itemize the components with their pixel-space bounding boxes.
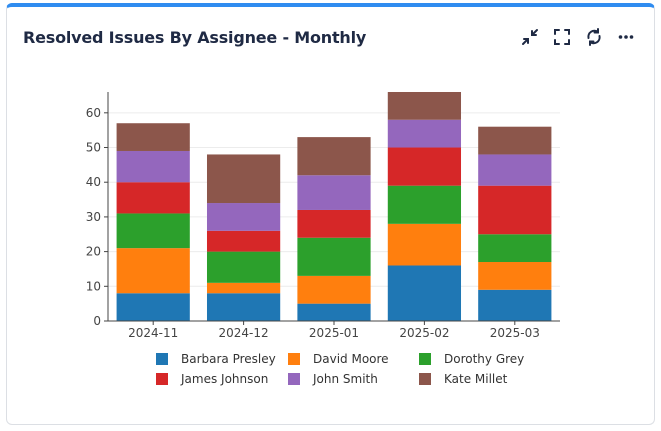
bar-segment-james-johnson-2025-02[interactable] xyxy=(387,147,462,186)
bar-segment-kate-millet-2025-01[interactable] xyxy=(297,137,371,176)
collapse-icon xyxy=(522,29,538,45)
bar-segment-dorothy-grey-2025-01[interactable] xyxy=(297,237,371,276)
x-tick-label: 2025-02 xyxy=(399,326,449,340)
y-tick-label: 60 xyxy=(86,106,101,120)
bar-segment-david-moore-2025-01[interactable] xyxy=(297,275,371,304)
widget-toolbar xyxy=(520,27,636,47)
bar-segment-david-moore-2025-02[interactable] xyxy=(387,223,462,266)
y-tick-label: 50 xyxy=(86,141,101,155)
refresh-icon xyxy=(587,28,601,46)
more-options-button[interactable] xyxy=(616,27,636,47)
bar-segment-james-johnson-2025-03[interactable] xyxy=(478,185,552,235)
x-axis: 2024-11 2024-12 2025-01 2025-02 2025-03 xyxy=(108,320,560,340)
legend-item-john-smith[interactable]: John Smith xyxy=(288,372,378,386)
bar-segment-john-smith-2025-03[interactable] xyxy=(478,154,552,186)
y-tick-label: 20 xyxy=(86,245,101,259)
legend-swatch xyxy=(156,353,168,365)
x-tick-label: 2024-11 xyxy=(128,326,178,340)
legend-swatch xyxy=(419,373,431,385)
bar-segment-james-johnson-2024-12[interactable] xyxy=(206,230,281,252)
fullscreen-button[interactable] xyxy=(552,27,572,47)
x-tick-label: 2025-01 xyxy=(309,326,359,340)
bar-segment-david-moore-2024-11[interactable] xyxy=(116,248,190,294)
bar-segment-kate-millet-2024-12[interactable] xyxy=(206,154,281,204)
legend-swatch xyxy=(288,353,300,365)
y-tick-label: 30 xyxy=(86,210,101,224)
legend: Barbara Presley David Moore Dorothy Grey Ja… xyxy=(156,352,524,386)
legend-label: Barbara Presley xyxy=(181,352,276,366)
x-tick-label: 2024-12 xyxy=(219,326,269,340)
refresh-button[interactable] xyxy=(584,27,604,47)
bar-segment-kate-millet-2024-11[interactable] xyxy=(116,123,190,151)
bar-segment-james-johnson-2025-01[interactable] xyxy=(297,209,371,238)
legend-label: Kate Millet xyxy=(444,372,508,386)
legend-item-james-johnson[interactable]: James Johnson xyxy=(156,372,268,386)
y-tick-label: 10 xyxy=(86,279,101,293)
more-icon xyxy=(618,35,634,39)
bar-segment-kate-millet-2025-02[interactable] xyxy=(387,92,462,120)
bar-segment-john-smith-2024-12[interactable] xyxy=(206,203,281,231)
legend-swatch xyxy=(288,373,300,385)
bar-segment-dorothy-grey-2025-02[interactable] xyxy=(387,185,462,224)
legend-label: John Smith xyxy=(312,372,378,386)
bar-segment-barbara-presley-2024-11[interactable] xyxy=(116,293,190,321)
x-tick-label: 2025-03 xyxy=(490,326,540,340)
legend-swatch xyxy=(419,353,431,365)
legend-item-kate-millet[interactable]: Kate Millet xyxy=(419,372,508,386)
bar-segment-barbara-presley-2025-01[interactable] xyxy=(297,303,371,321)
legend-item-barbara-presley[interactable]: Barbara Presley xyxy=(156,352,276,366)
bar-segment-dorothy-grey-2025-03[interactable] xyxy=(478,234,552,263)
bar-segment-john-smith-2024-11[interactable] xyxy=(116,150,190,183)
bar-segment-dorothy-grey-2024-11[interactable] xyxy=(116,213,190,249)
legend-label: David Moore xyxy=(313,352,389,366)
bar-segment-barbara-presley-2024-12[interactable] xyxy=(206,293,281,321)
legend-swatch xyxy=(156,373,168,385)
bar-segment-dorothy-grey-2024-12[interactable] xyxy=(206,251,281,283)
bar-segment-john-smith-2025-01[interactable] xyxy=(297,175,371,210)
bar-segment-john-smith-2025-02[interactable] xyxy=(387,119,462,148)
bar-segment-kate-millet-2025-03[interactable] xyxy=(478,126,552,155)
y-tick-label: 0 xyxy=(93,314,101,328)
bar-segment-james-johnson-2024-11[interactable] xyxy=(116,182,190,214)
bar-segment-david-moore-2025-03[interactable] xyxy=(478,262,552,290)
widget-title: Resolved Issues By Assignee - Monthly xyxy=(23,28,367,47)
fullscreen-icon xyxy=(554,29,570,45)
legend-label: Dorothy Grey xyxy=(444,352,524,366)
bars xyxy=(116,92,552,321)
legend-item-dorothy-grey[interactable]: Dorothy Grey xyxy=(419,352,524,366)
y-tick-label: 40 xyxy=(86,175,101,189)
legend-label: James Johnson xyxy=(180,372,268,386)
bar-segment-barbara-presley-2025-02[interactable] xyxy=(387,265,462,321)
legend-item-david-moore[interactable]: David Moore xyxy=(288,352,389,366)
collapse-button[interactable] xyxy=(520,27,540,47)
bar-segment-barbara-presley-2025-03[interactable] xyxy=(478,289,552,321)
y-axis: 0 10 20 30 40 50 60 xyxy=(86,92,109,328)
bar-segment-david-moore-2024-12[interactable] xyxy=(206,282,281,294)
